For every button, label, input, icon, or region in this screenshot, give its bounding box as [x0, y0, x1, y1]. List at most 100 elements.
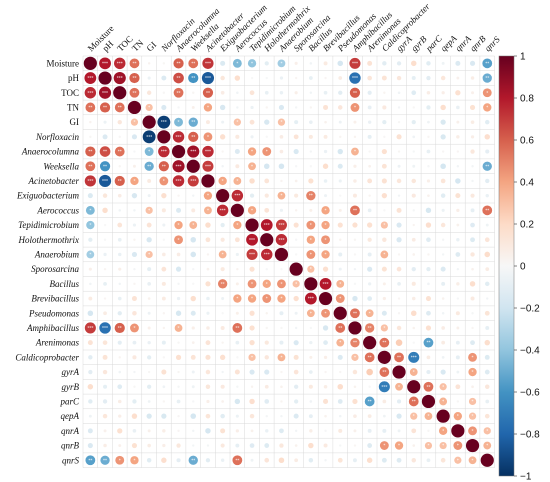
significance-mark: * [486, 428, 488, 433]
correlation-circle [162, 400, 166, 403]
correlation-circle [89, 282, 92, 286]
correlation-circle [103, 384, 108, 389]
correlation-circle [192, 194, 195, 197]
correlation-circle [161, 266, 167, 272]
correlation-circle [249, 90, 255, 96]
correlation-circle [84, 175, 96, 187]
significance-mark: * [354, 105, 356, 110]
correlation-circle [367, 60, 373, 66]
correlation-circle [425, 296, 432, 302]
significance-mark: *** [102, 90, 108, 95]
column-label: qnrS [483, 34, 502, 53]
correlation-circle [117, 311, 122, 316]
correlation-circle [203, 132, 213, 142]
correlation-circle [246, 233, 258, 246]
significance-mark: * [133, 178, 135, 183]
significance-mark: * [383, 252, 385, 257]
colorbar: 1 0.8 0.6 0.4 0.2 0 −0.2 −0.4 −0.6 −0.8 −1 [498, 52, 540, 482]
correlation-circle [262, 279, 271, 289]
correlation-circle [426, 267, 431, 272]
correlation-circle [451, 424, 465, 438]
correlation-circle [353, 179, 357, 183]
correlation-circle [275, 234, 288, 246]
correlation-circle [132, 310, 137, 316]
correlation-circle [455, 193, 461, 199]
correlation-circle [158, 145, 170, 158]
correlation-circle [456, 238, 460, 242]
row-label: Moisture [47, 58, 80, 68]
correlation-circle [367, 266, 373, 272]
correlation-circle [426, 90, 431, 95]
correlation-circle [440, 119, 446, 125]
correlation-circle [247, 147, 257, 156]
correlation-circle [133, 209, 136, 212]
correlation-circle [162, 252, 166, 257]
correlation-circle [175, 266, 182, 272]
correlation-circle [133, 385, 136, 388]
correlation-circle [201, 174, 215, 188]
significance-mark: ** [353, 90, 357, 95]
significance-mark: * [295, 281, 297, 286]
correlation-circle [189, 221, 198, 229]
correlation-circle [275, 219, 287, 231]
correlation-circle [118, 356, 121, 359]
correlation-circle [455, 60, 461, 66]
significance-mark: * [148, 252, 150, 257]
correlation-circle [236, 106, 239, 109]
correlation-circle [440, 266, 446, 272]
correlation-circle [161, 413, 167, 419]
row-label: qepA [61, 411, 80, 421]
correlation-circle [294, 179, 298, 183]
correlation-circle [221, 370, 224, 374]
correlation-circle [191, 370, 195, 374]
correlation-circle [350, 205, 360, 216]
correlation-circle [441, 150, 445, 153]
correlation-circle [129, 72, 140, 84]
significance-mark: ** [147, 164, 151, 169]
correlation-circle [350, 337, 360, 348]
significance-mark: * [325, 208, 327, 213]
correlation-circle [323, 355, 328, 359]
correlation-circle [349, 87, 361, 98]
correlation-circle [205, 281, 211, 287]
correlation-circle [191, 105, 195, 109]
row-label: Tepidimicrobium [18, 220, 79, 230]
correlation-circle [161, 457, 167, 463]
correlation-circle [161, 281, 166, 286]
correlation-circle [250, 458, 254, 462]
correlation-circle [171, 144, 186, 159]
correlation-circle [102, 193, 108, 198]
row-label: parC [59, 396, 80, 406]
correlation-circle [88, 399, 93, 404]
correlation-circle [470, 193, 475, 198]
correlation-circle [99, 57, 111, 70]
correlation-circle [219, 354, 226, 361]
correlation-circle [264, 119, 270, 125]
correlation-circle [412, 223, 415, 227]
row-label: Arenimonas [35, 338, 80, 348]
colorbar-tick-label: −0.8 [520, 430, 540, 441]
correlation-circle [100, 455, 110, 465]
correlation-circle [130, 456, 139, 465]
correlation-circle [234, 369, 240, 375]
row-label: Anaerobium [34, 249, 80, 259]
significance-mark: * [236, 61, 238, 66]
correlation-circle [233, 177, 242, 185]
correlation-circle [469, 104, 476, 111]
correlation-circle [453, 411, 463, 421]
correlation-circle [412, 135, 416, 139]
correlation-circle [471, 385, 474, 389]
correlation-circle [484, 310, 490, 316]
correlation-circle [147, 384, 152, 389]
colorbar-tick-label: −0.4 [520, 346, 540, 357]
correlation-circle [380, 324, 388, 332]
correlation-circle [190, 295, 196, 302]
significance-mark: ** [191, 76, 195, 81]
correlation-circle [113, 86, 127, 100]
significance-mark: * [236, 120, 238, 125]
correlation-circle [426, 310, 431, 316]
significance-mark: * [148, 149, 150, 154]
correlation-circle [87, 310, 94, 317]
correlation-circle [455, 311, 460, 316]
correlation-circle [482, 73, 492, 83]
